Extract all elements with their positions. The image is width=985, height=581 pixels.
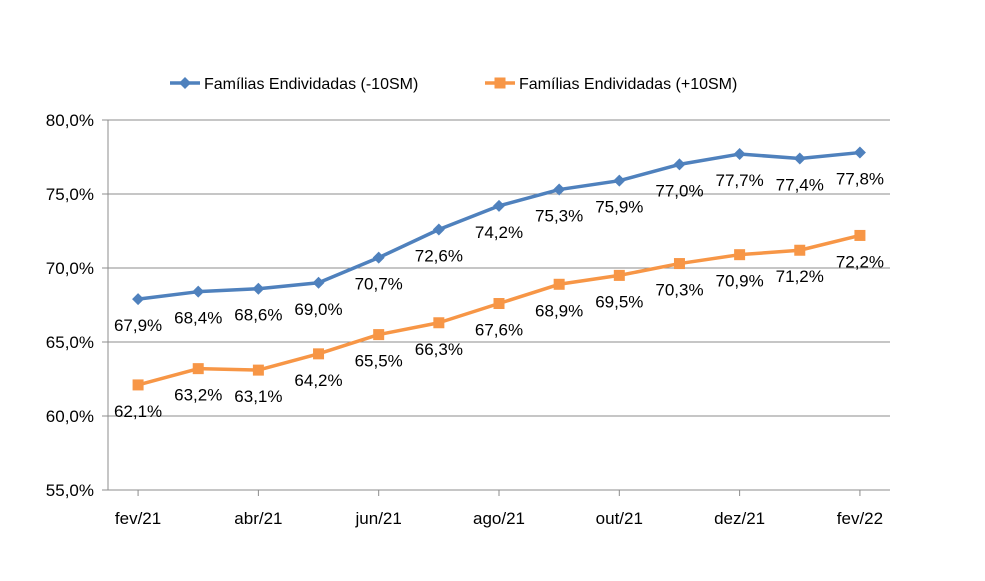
y-tick-label-3: 70,0% [46, 259, 94, 278]
series-1-point-12 [853, 146, 866, 159]
series-1-point-10 [733, 148, 746, 161]
series-2-point-4 [373, 329, 385, 341]
series-1-point-5 [432, 223, 445, 236]
series-1-point-2 [252, 282, 265, 295]
series-2-point-11 [794, 244, 806, 256]
series-group [132, 146, 866, 391]
x-tick-label-jun-21: jun/21 [355, 509, 402, 528]
legend-label-1: Famílias Endividadas (-10SM) [204, 76, 418, 93]
series-2-point-8 [613, 269, 625, 281]
series-2-label-7: 68,9% [535, 301, 583, 320]
series-1-point-3 [312, 276, 325, 289]
series-1-point-7 [553, 183, 566, 196]
legend-label-2: Famílias Endividadas (+10SM) [519, 76, 737, 93]
series-2-point-2 [252, 364, 264, 376]
series-2-point-12 [854, 229, 866, 241]
series-1-point-9 [673, 158, 686, 171]
series-2-point-9 [673, 258, 685, 270]
series-1-point-11 [793, 152, 806, 165]
series-2-label-6: 67,6% [475, 321, 523, 340]
series-1-label-2: 68,6% [234, 306, 282, 325]
series-1-label-6: 74,2% [475, 223, 523, 242]
legend-marker-2 [494, 77, 506, 89]
series-2-label-11: 71,2% [776, 267, 824, 286]
y-tick-label-4: 75,0% [46, 185, 94, 204]
series-2-point-3 [313, 348, 325, 360]
x-axis-ticks: fev/21 abr/21 jun/21 ago/21 out/21 dez/21 fev/… [115, 490, 883, 528]
series-2-label-1: 63,2% [174, 386, 222, 405]
series-1-point-0 [132, 293, 145, 306]
series-1-label-9: 77,0% [655, 181, 703, 200]
series-2-label-12: 72,2% [836, 252, 884, 271]
series-2-label-8: 69,5% [595, 292, 643, 311]
series-1-label-3: 69,0% [294, 300, 342, 319]
series-1-label-10: 77,7% [716, 171, 764, 190]
series-1-label-7: 75,3% [535, 207, 583, 226]
series-1-label-5: 72,6% [415, 247, 463, 266]
series-1-label-4: 70,7% [355, 275, 403, 294]
series-1-label-12: 77,8% [836, 170, 884, 189]
x-tick-label-abr-21: abr/21 [234, 509, 282, 528]
series-1-label-11: 77,4% [776, 175, 824, 194]
y-tick-label-5: 80,0% [46, 111, 94, 130]
series-2-point-0 [132, 379, 144, 391]
series-1-point-8 [613, 174, 626, 187]
series-1-point-1 [192, 285, 205, 298]
y-tick-label-1: 60,0% [46, 407, 94, 426]
series-1-label-0: 67,9% [114, 316, 162, 335]
series-2-point-6 [493, 298, 505, 310]
legend-marker-1 [179, 77, 191, 89]
x-tick-label-fev-21: fev/21 [115, 509, 161, 528]
series-2-label-3: 64,2% [294, 371, 342, 390]
x-tick-label-out-21: out/21 [596, 509, 643, 528]
series-2-point-7 [553, 278, 565, 290]
x-tick-label-ago-21: ago/21 [473, 509, 525, 528]
x-tick-label-fev-22: fev/22 [837, 509, 883, 528]
series-1-point-4 [372, 251, 385, 264]
series-2-label-0: 62,1% [114, 402, 162, 421]
series-2-point-5 [433, 317, 445, 329]
y-tick-label-0: 55,0% [46, 481, 94, 500]
y-axis-ticks: 55,0% 60,0% 65,0% 70,0% 75,0% 80,0% [46, 111, 108, 500]
series-2-label-2: 63,1% [234, 387, 282, 406]
series-2-point-10 [734, 249, 746, 261]
series-2-label-9: 70,3% [655, 281, 703, 300]
legend: Famílias Endividadas (-10SM) Famílias End… [170, 76, 737, 93]
series-2-label-4: 65,5% [355, 352, 403, 371]
series-2-label-5: 66,3% [415, 340, 463, 359]
series-1-point-6 [493, 199, 505, 212]
series-1-label-1: 68,4% [174, 309, 222, 328]
x-tick-label-dez-21: dez/21 [714, 509, 765, 528]
series-2-point-1 [192, 363, 204, 375]
series-2-label-10: 70,9% [716, 272, 764, 291]
grid-lines [108, 119, 890, 417]
y-tick-label-2: 65,0% [46, 333, 94, 352]
data-labels: 67,9% 68,4% 68,6% 69,0% 70,7% 72,6% 74,2% 75,3%… [114, 170, 884, 421]
series-1-label-8: 75,9% [595, 198, 643, 217]
